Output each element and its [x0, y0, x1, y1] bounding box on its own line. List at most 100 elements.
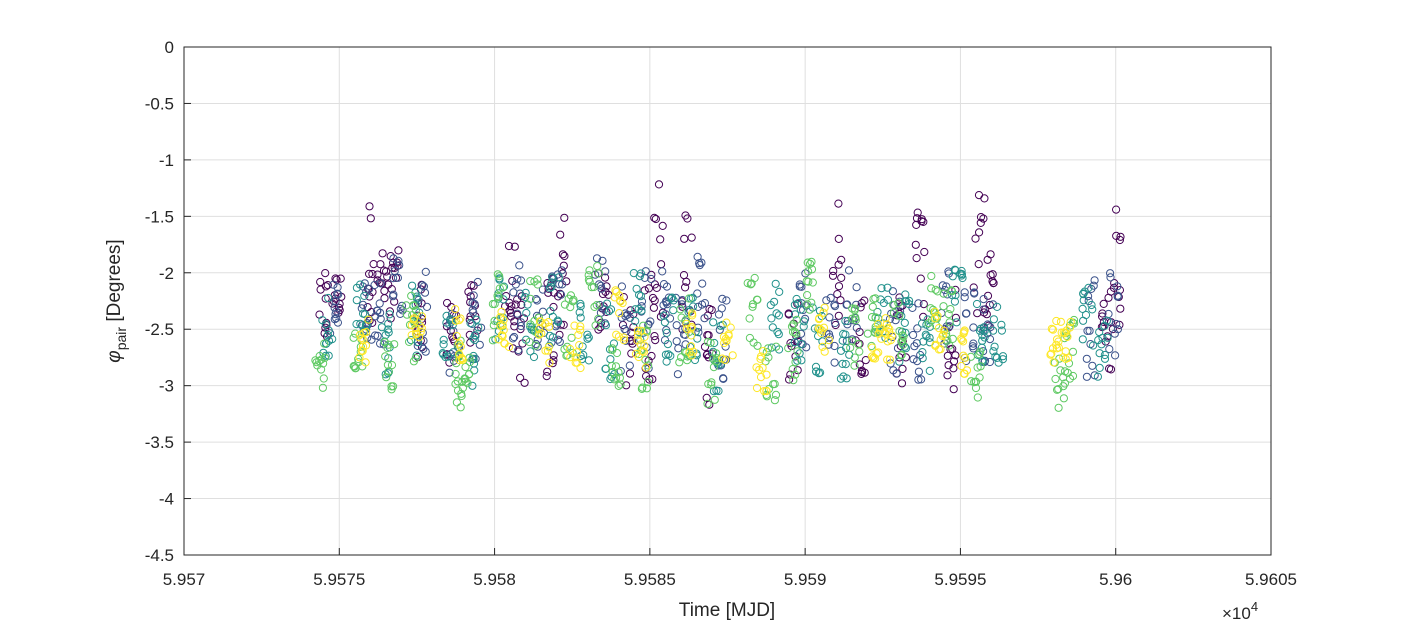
data-point: [1099, 299, 1108, 308]
data-point: [791, 358, 800, 367]
data-point: [515, 261, 524, 270]
y-tick-label: -1.5: [145, 207, 174, 226]
data-point: [762, 370, 771, 379]
data-point: [976, 218, 985, 227]
data-point: [979, 305, 988, 314]
data-point: [773, 327, 782, 337]
data-point: [721, 342, 730, 351]
data-point: [494, 335, 503, 344]
data-point: [666, 351, 675, 360]
data-point: [611, 286, 620, 295]
data-point: [901, 353, 911, 362]
data-point: [911, 240, 920, 249]
data-point: [545, 358, 554, 367]
data-point: [687, 233, 696, 242]
data-point: [918, 319, 927, 328]
data-point: [421, 267, 430, 276]
data-point: [516, 373, 525, 382]
data-point: [555, 337, 564, 346]
data-point: [961, 309, 971, 318]
data-point: [947, 287, 957, 296]
data-point: [333, 318, 342, 327]
data-point: [1082, 354, 1091, 363]
data-point: [985, 300, 994, 310]
data-point: [745, 333, 755, 343]
data-point: [460, 374, 469, 383]
data-point: [918, 348, 927, 357]
data-point: [990, 342, 999, 351]
data-point: [522, 308, 531, 318]
data-point: [358, 300, 368, 309]
data-point: [415, 321, 425, 330]
data-point: [910, 342, 919, 351]
data-point: [364, 315, 373, 324]
data-point: [456, 403, 465, 412]
data-point: [651, 336, 660, 345]
data-point: [590, 302, 599, 311]
data-point: [663, 340, 673, 349]
data-point: [959, 351, 968, 360]
data-point: [376, 314, 385, 324]
x-axis-label: Time [MJD]: [679, 600, 775, 621]
data-point: [1112, 319, 1121, 329]
data-point: [548, 312, 558, 321]
data-point: [900, 318, 909, 327]
data-point: [1079, 289, 1088, 298]
data-point: [333, 289, 342, 298]
data-point: [695, 261, 704, 270]
y-axis-label-subscript: pair: [113, 327, 129, 351]
data-point: [914, 375, 923, 384]
data-point: [1059, 394, 1069, 403]
data-point: [509, 332, 519, 342]
data-point: [408, 281, 417, 290]
data-point: [352, 296, 361, 305]
data-point: [945, 322, 954, 331]
data-point: [688, 311, 697, 320]
data-point: [620, 324, 629, 334]
data-point: [496, 321, 505, 330]
data-point: [647, 274, 656, 284]
data-point: [1052, 335, 1062, 344]
data-point: [898, 336, 907, 345]
data-point: [826, 293, 835, 302]
data-point: [651, 214, 661, 224]
data-point: [587, 283, 596, 292]
data-point: [753, 295, 762, 304]
data-point: [1106, 273, 1115, 282]
data-point: [814, 324, 823, 333]
data-point: [959, 369, 969, 378]
data-point: [617, 282, 627, 291]
data-point: [919, 337, 928, 346]
data-point: [575, 341, 584, 350]
data-point: [647, 351, 656, 361]
data-point: [526, 294, 535, 303]
data-point: [989, 347, 998, 356]
data-point: [375, 299, 384, 308]
data-point: [951, 351, 960, 360]
data-point: [477, 323, 486, 332]
data-point: [1056, 366, 1065, 375]
y-tick-label: -3: [159, 377, 174, 396]
y-tick-label: -1: [159, 151, 174, 170]
data-point: [627, 349, 636, 358]
data-point: [979, 214, 988, 223]
y-tick-label: -0.5: [145, 94, 174, 113]
data-point: [598, 256, 607, 265]
data-point: [883, 283, 892, 292]
data-point: [646, 317, 655, 326]
data-point: [383, 360, 392, 369]
data-point: [413, 341, 422, 350]
data-point: [774, 311, 784, 320]
data-point: [846, 343, 855, 352]
data-point: [946, 305, 955, 314]
data-point: [715, 325, 724, 334]
data-point: [407, 331, 416, 340]
data-point: [405, 337, 414, 346]
data-point: [874, 320, 883, 329]
data-point: [419, 282, 428, 291]
data-point: [576, 363, 585, 373]
data-point: [700, 314, 709, 323]
data-point: [336, 274, 345, 283]
data-point: [350, 362, 359, 371]
data-point: [1106, 269, 1115, 278]
